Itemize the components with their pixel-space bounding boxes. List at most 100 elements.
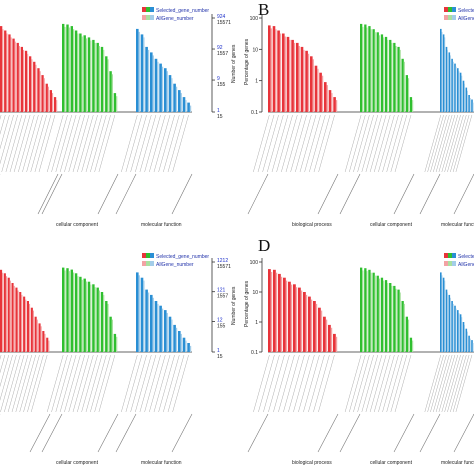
legend-label: Selected_gene_number — [458, 8, 474, 14]
bar-all — [441, 275, 443, 352]
legend-label: AllGene_number — [156, 262, 194, 268]
bar-selected — [12, 38, 15, 112]
bar-selected — [368, 269, 371, 352]
bar-all — [303, 49, 305, 112]
category-tick-label — [0, 114, 10, 150]
category-tick-label — [271, 114, 289, 173]
category-tick-label — [283, 354, 300, 413]
bar-selected — [66, 268, 69, 352]
category-tick-label — [77, 114, 94, 173]
bar-all — [298, 46, 300, 112]
category-tick-label — [304, 114, 321, 173]
bar-selected — [70, 26, 73, 113]
category-tick-label — [149, 114, 166, 173]
right-axis-selected-value: 12 — [217, 317, 223, 323]
bar-selected — [19, 292, 22, 352]
bar-selected — [109, 71, 112, 112]
bar-all — [455, 308, 457, 352]
category-tick-label — [72, 114, 90, 173]
category-tick-label — [447, 354, 464, 413]
group-bracket — [41, 413, 63, 453]
bar-selected — [451, 301, 453, 352]
bar-selected — [154, 301, 158, 352]
category-tick-label — [386, 114, 403, 173]
bar-selected — [376, 275, 379, 352]
bar-all — [43, 78, 45, 112]
bar-selected — [173, 83, 176, 112]
bar-selected — [46, 337, 49, 352]
bar-all — [395, 46, 397, 112]
legend-swatch — [452, 253, 456, 258]
bar-all — [326, 85, 328, 112]
bar-selected — [319, 72, 322, 112]
bar-all — [73, 272, 75, 352]
bar-selected — [393, 285, 396, 352]
bar-selected — [298, 287, 301, 352]
category-tick-label — [281, 114, 298, 173]
category-tick-label — [441, 114, 458, 173]
category-tick-label — [430, 354, 447, 413]
bar-selected — [62, 23, 65, 112]
category-tick-label — [365, 354, 383, 413]
category-tick-label — [59, 114, 77, 173]
bar-all — [450, 297, 451, 352]
bar-all — [391, 285, 393, 352]
category-tick-label — [172, 354, 189, 413]
left-axis-title: Percentage of genes — [244, 280, 250, 327]
category-tick-label — [59, 354, 77, 413]
bar-all — [6, 33, 8, 112]
category-label: cellular component — [56, 222, 99, 228]
bar-selected — [451, 58, 453, 112]
category-tick-label — [121, 354, 138, 413]
bar-selected — [26, 301, 29, 352]
legend-swatch — [146, 7, 150, 12]
legend-swatch — [444, 15, 448, 20]
category-tick-label — [303, 354, 320, 413]
category-tick-label — [263, 354, 280, 413]
category-tick-label — [394, 114, 412, 173]
bar-selected — [33, 61, 36, 112]
bar-all — [29, 303, 31, 352]
category-tick-label — [357, 114, 374, 173]
bar-selected — [283, 277, 286, 352]
bar-all — [143, 37, 145, 112]
bar-all — [447, 49, 448, 112]
category-tick-label — [353, 114, 370, 173]
legend-swatch — [452, 7, 456, 12]
category-tick-label — [7, 354, 25, 413]
category-tick-label — [382, 114, 399, 173]
category-tick-label — [72, 354, 90, 413]
bar-all — [166, 313, 168, 352]
legend-swatch — [146, 253, 150, 258]
bar-selected — [462, 322, 465, 352]
bar-selected — [303, 292, 306, 352]
category-tick-label — [163, 114, 180, 173]
category-label: molecular function — [441, 460, 474, 466]
bar-selected — [293, 284, 296, 352]
bar-all — [307, 53, 310, 112]
category-tick-label — [374, 114, 391, 173]
bar-selected — [41, 75, 44, 112]
bar-all — [458, 313, 460, 352]
bar-selected — [145, 289, 148, 352]
category-tick-label — [288, 354, 305, 413]
category-tick-label — [441, 354, 458, 413]
bar-all — [47, 86, 49, 112]
bar-selected — [465, 87, 468, 112]
category-tick-label — [257, 114, 275, 173]
category-tick-label — [130, 114, 147, 173]
bar-all — [370, 29, 372, 113]
bar-selected — [442, 277, 445, 352]
category-tick-label — [357, 354, 374, 413]
bar-selected — [79, 33, 82, 112]
category-tick-label — [309, 114, 326, 173]
bar-all — [77, 276, 79, 352]
bar-selected — [384, 280, 388, 352]
category-tick-label — [433, 114, 450, 173]
bar-all — [64, 270, 66, 352]
category-tick-label — [427, 114, 444, 173]
group-bracket — [171, 413, 193, 453]
bar-selected — [92, 284, 95, 352]
category-tick-label — [30, 114, 47, 173]
